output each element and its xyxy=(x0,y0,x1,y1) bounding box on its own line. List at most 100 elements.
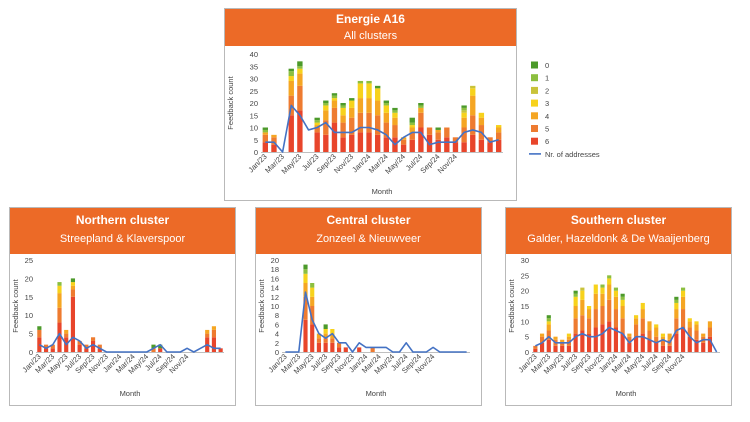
chart-header-main: Energie A16 All clusters xyxy=(225,9,516,46)
y-tick-label: 20 xyxy=(271,256,279,265)
bar-segment-6 xyxy=(271,144,277,152)
addresses-line xyxy=(535,326,718,353)
y-tick-label: 30 xyxy=(521,256,529,265)
y-tick-label: 15 xyxy=(250,111,258,120)
bar-segment-0 xyxy=(262,127,268,130)
bar-segment-6 xyxy=(680,327,686,352)
bar-segment-4 xyxy=(660,336,666,340)
bar-segment-1 xyxy=(674,299,679,303)
bar-segment-5 xyxy=(357,112,364,133)
bar-segment-6 xyxy=(496,139,502,152)
bar-segment-6 xyxy=(90,340,96,352)
bar-segment-6 xyxy=(336,347,342,352)
bar-segment-1 xyxy=(383,103,389,106)
y-tick-label: 10 xyxy=(250,124,258,133)
bar-segment-5 xyxy=(57,307,62,323)
bar-segment-5 xyxy=(400,139,407,145)
y-tick-label: 12 xyxy=(271,293,279,302)
bar-segment-4 xyxy=(357,98,364,113)
bar-segment-6 xyxy=(218,348,223,352)
bar-segment-3 xyxy=(687,318,692,322)
bar-segment-5 xyxy=(487,137,493,143)
bar-segment-5 xyxy=(613,309,619,328)
bar-segment-3 xyxy=(383,105,389,113)
bar-segment-3 xyxy=(331,98,338,101)
bar-segment-0 xyxy=(37,326,42,330)
bar-segment-6 xyxy=(288,115,294,152)
x-tick-label: Nov/24 xyxy=(436,152,459,175)
y-axis-title: Feedback count xyxy=(507,278,516,332)
bar-segment-6 xyxy=(43,348,49,352)
bar-segment-1 xyxy=(418,105,424,108)
bar-segment-5 xyxy=(633,324,639,337)
bar-segment-5 xyxy=(452,137,459,143)
bar-segment-3 xyxy=(392,112,398,118)
bar-segment-3 xyxy=(593,284,598,294)
bar-segment-3 xyxy=(470,88,476,96)
bar-segment-2 xyxy=(461,110,467,113)
bar-segment-5 xyxy=(647,330,652,340)
y-tick-label: 15 xyxy=(521,302,529,311)
bar-segment-5 xyxy=(303,296,308,320)
bar-segment-4 xyxy=(383,112,389,123)
legend-label: 2 xyxy=(545,86,549,95)
bar-segment-6 xyxy=(701,342,706,352)
bar-segment-5 xyxy=(50,344,55,349)
bar-segment-4 xyxy=(546,324,551,331)
bar-segment-4 xyxy=(70,285,76,290)
bar-segment-6 xyxy=(633,336,639,352)
chart-subtitle-main: All clusters xyxy=(343,30,398,42)
y-tick-label: 16 xyxy=(271,274,279,283)
bar-segment-6 xyxy=(323,342,328,352)
bar-segment-6 xyxy=(331,122,338,152)
bar-segment-5 xyxy=(77,340,82,345)
bar-segment-5 xyxy=(444,127,450,138)
bar-segment-5 xyxy=(607,299,612,322)
bar-segment-6 xyxy=(660,345,666,352)
bar-segment-2 xyxy=(580,287,585,291)
bar-segment-1 xyxy=(409,122,415,126)
bar-segment-4 xyxy=(647,321,652,331)
bar-segment-4 xyxy=(593,293,598,310)
bar-segment-4 xyxy=(392,117,398,126)
y-tick-label: 10 xyxy=(25,311,33,320)
bar-segment-5 xyxy=(211,329,217,338)
bar-segment-0 xyxy=(461,105,467,108)
y-tick-label: 35 xyxy=(250,62,258,71)
bar-segment-4 xyxy=(586,309,592,319)
bar-segment-4 xyxy=(694,324,699,331)
chart-subtitle-south: Galder, Hazeldonk & De Waaijenberg xyxy=(527,233,710,245)
bar-segment-4 xyxy=(654,327,659,337)
bar-segment-4 xyxy=(620,306,625,319)
bar-segment-5 xyxy=(654,336,659,343)
bar-segment-5 xyxy=(674,318,679,334)
bar-segment-6 xyxy=(84,348,89,352)
bar-segment-4 xyxy=(680,296,686,310)
bar-segment-5 xyxy=(330,338,335,343)
bar-segment-6 xyxy=(418,127,424,152)
bar-segment-6 xyxy=(409,139,415,152)
y-tick-label: 8 xyxy=(275,311,279,320)
bar-segment-0 xyxy=(620,293,625,297)
bar-segment-3 xyxy=(566,333,572,337)
bar-segment-1 xyxy=(262,129,268,133)
bar-segment-0 xyxy=(435,127,441,130)
bar-segment-6 xyxy=(375,134,381,152)
bar-segment-3 xyxy=(57,285,62,294)
bar-segment-4 xyxy=(211,326,217,330)
y-tick-label: 0 xyxy=(29,348,33,357)
bar-segment-6 xyxy=(452,142,459,152)
x-tick-label: Nov/23 xyxy=(332,152,355,175)
bar-segment-5 xyxy=(336,342,342,348)
bar-segment-5 xyxy=(539,336,545,343)
bar-segment-6 xyxy=(553,345,558,352)
bar-segment-0 xyxy=(375,85,381,89)
bar-segment-0 xyxy=(323,324,328,329)
bar-segment-5 xyxy=(366,112,372,133)
bar-segment-3 xyxy=(580,290,585,300)
bar-segment-6 xyxy=(400,144,407,152)
bar-segment-5 xyxy=(707,327,713,337)
x-axis-title: Month xyxy=(616,389,637,398)
chart-title-central: Central cluster xyxy=(326,213,411,227)
